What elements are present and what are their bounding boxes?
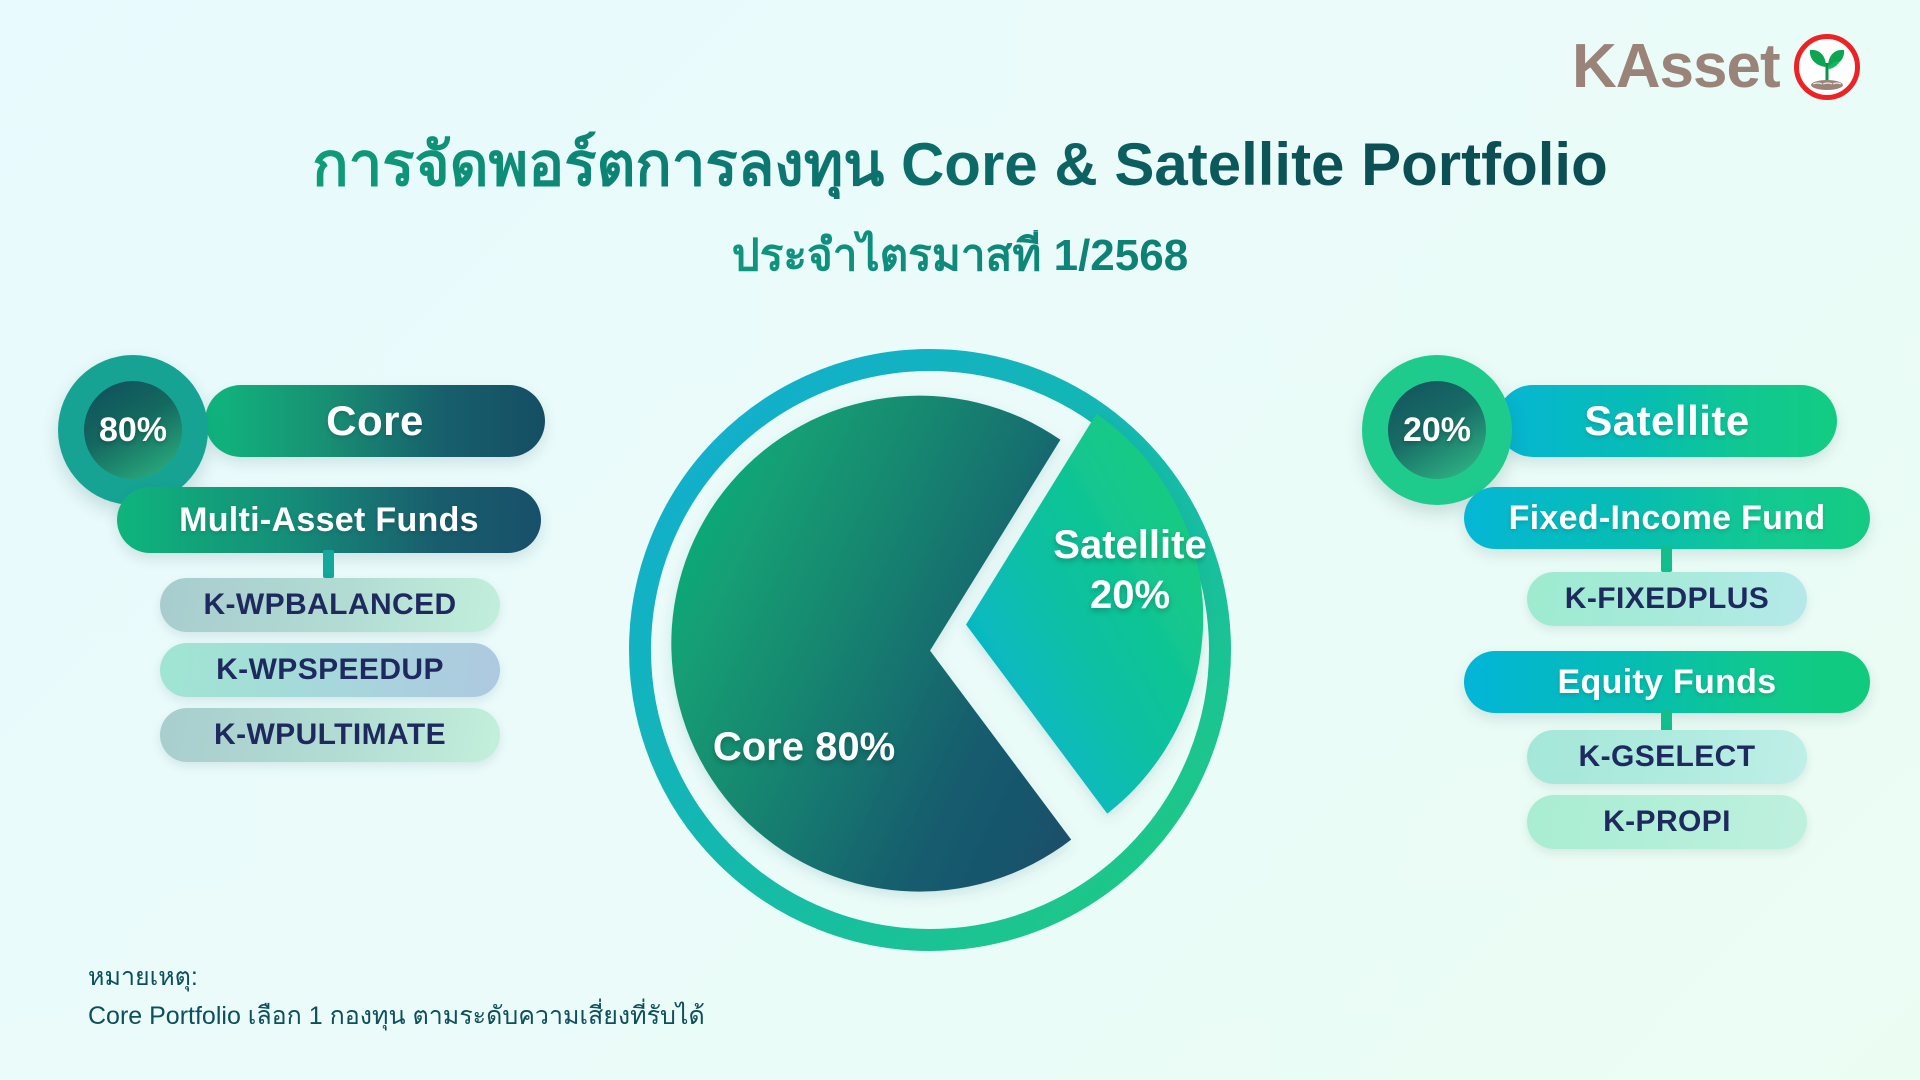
core-heading-label: Core: [326, 397, 424, 444]
logo-wordmark: KAsset: [1572, 32, 1781, 101]
core-group-pill-multi-asset-funds[interactable]: Multi-Asset Funds: [117, 487, 541, 553]
kasset-logo: KAsset: [1572, 34, 1860, 100]
core-fund-pill-3[interactable]: K-WPULTIMATE: [160, 708, 500, 762]
core-percent-badge: 80%: [58, 355, 218, 515]
chart-slice-core: [671, 395, 1072, 892]
core-connector-line: [323, 550, 334, 578]
satellite-group-pill-equity[interactable]: Equity Funds: [1464, 651, 1870, 713]
core-badge-inner: 80%: [84, 381, 182, 479]
core-fund-label-1: K-WPBALANCED: [203, 588, 457, 621]
core-fund-pill-1[interactable]: K-WPBALANCED: [160, 578, 500, 632]
satellite-fund-label-1: K-FIXEDPLUS: [1564, 582, 1770, 615]
satellite-fund-pill-1[interactable]: K-FIXEDPLUS: [1527, 572, 1807, 626]
core-fund-label-3: K-WPULTIMATE: [214, 718, 446, 751]
satellite-connector-line-2: [1661, 710, 1672, 736]
satellite-group-pill-fixed-income[interactable]: Fixed-Income Fund: [1464, 487, 1870, 549]
satellite-group-label-1: Fixed-Income Fund: [1508, 498, 1826, 537]
satellite-badge-value: 20%: [1402, 410, 1472, 449]
satellite-heading-pill[interactable]: Satellite: [1497, 385, 1837, 457]
core-fund-pill-2[interactable]: K-WPSPEEDUP: [160, 643, 500, 697]
satellite-fund-label-2: K-GSELECT: [1578, 740, 1756, 773]
satellite-fund-label-3: K-PROPI: [1603, 805, 1731, 838]
core-group-label: Multi-Asset Funds: [179, 500, 479, 539]
satellite-fund-pill-2[interactable]: K-GSELECT: [1527, 730, 1807, 784]
satellite-group-label-2: Equity Funds: [1557, 662, 1777, 701]
satellite-heading-label: Satellite: [1584, 397, 1750, 444]
satellite-fund-pill-3[interactable]: K-PROPI: [1527, 795, 1807, 849]
core-satellite-pie-chart: [600, 330, 1320, 985]
footnote-line-2: Core Portfolio เลือก 1 กองทุน ตามระดับคว…: [88, 1001, 705, 1030]
chart-outer-ring: [629, 349, 1231, 951]
core-heading-pill[interactable]: Core: [205, 385, 545, 457]
page-title: การจัดพอร์ตการลงทุน Core & Satellite Por…: [0, 130, 1920, 199]
page-subtitle: ประจำไตรมาสที่ 1/2568: [0, 230, 1920, 283]
footnote-line-1: หมายเหตุ:: [88, 963, 198, 991]
satellite-percent-badge: 20%: [1362, 355, 1522, 515]
core-badge-value: 80%: [98, 410, 168, 449]
sprout-leaf-icon: [1793, 34, 1860, 100]
satellite-badge-inner: 20%: [1388, 381, 1486, 479]
footnote: หมายเหตุ: Core Portfolio เลือก 1 กองทุน …: [88, 958, 705, 1036]
satellite-connector-line-1: [1661, 546, 1672, 572]
chart-slice-satellite: [966, 413, 1204, 814]
core-fund-label-2: K-WPSPEEDUP: [216, 653, 444, 686]
